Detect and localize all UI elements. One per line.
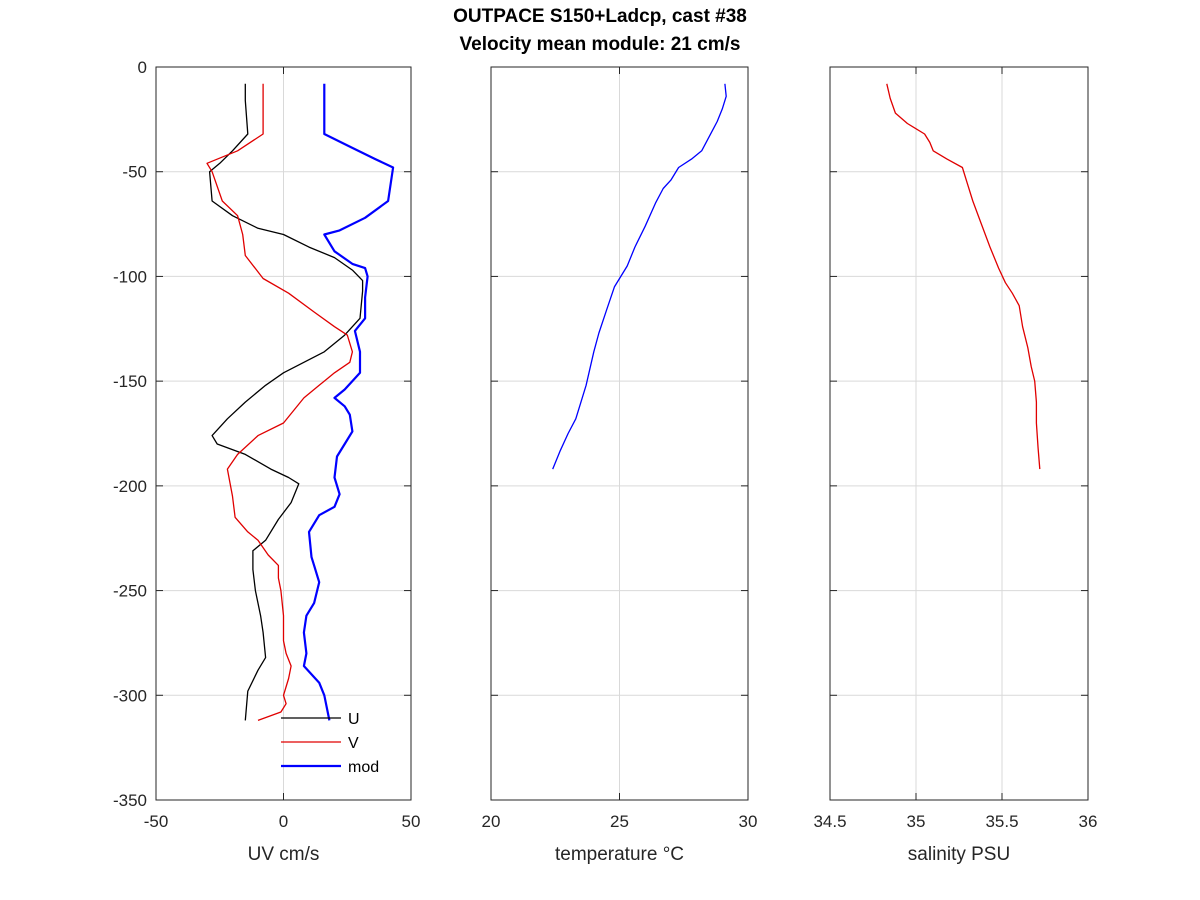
y-tick-label: -200 [113,477,147,496]
x-tick-label: 30 [739,812,758,831]
y-tick-label: -300 [113,686,147,705]
chart-subtitle: Velocity mean module: 21 cm/s [459,34,741,55]
x-axis-label: salinity PSU [908,844,1010,865]
panel-uv: -50 0 50 0 -50 -100 -150 -200 -250 -300 -350 UV cm/… [113,58,420,865]
legend-label-u: U [348,711,360,728]
y-tick-label: -250 [113,582,147,601]
x-tick-label: 35 [907,812,926,831]
x-axis-label: UV cm/s [248,844,320,865]
series-line-uv-mod [302,83,395,721]
panel-temperature: 20 25 30 temperature °C [482,66,758,865]
chart-title: OUTPACE S150+Ladcp, cast #38 [453,6,747,27]
x-tick-label: 36 [1079,812,1098,831]
panel-salinity: 34.5 35 35.5 36 salinity PSU [813,66,1098,865]
series-line-temperature [552,83,727,470]
x-tick-label: 20 [482,812,501,831]
y-tick-label: -350 [113,791,147,810]
legend-label-mod: mod [348,759,379,776]
series-line-uv-u [208,83,364,721]
x-tick-label: 25 [610,812,629,831]
series-line-salinity [886,83,1041,470]
axes-box [829,66,1089,801]
y-tick-label: -150 [113,372,147,391]
x-tick-label: 34.5 [813,812,846,831]
x-axis-label: temperature °C [555,844,684,865]
x-tick-label: 50 [402,812,421,831]
y-tick-label: -100 [113,267,147,286]
y-tick-label: -50 [122,163,147,182]
x-tick-label: 0 [279,812,288,831]
series-line-uv-v [206,83,354,722]
x-tick-label: 35.5 [985,812,1018,831]
legend-label-v: V [348,735,359,752]
x-tick-label: -50 [144,812,169,831]
y-tick-label: 0 [138,58,147,77]
